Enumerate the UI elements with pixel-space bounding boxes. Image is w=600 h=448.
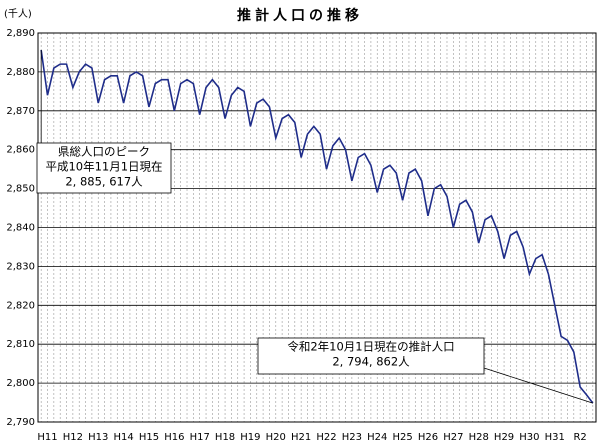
x-tick-label: H27 xyxy=(443,432,463,443)
x-tick-label: H29 xyxy=(494,432,514,443)
x-tick-label: H11 xyxy=(37,432,57,443)
x-tick-label: H13 xyxy=(88,432,108,443)
y-tick-label: 2,890 xyxy=(6,28,35,39)
x-tick-label: H14 xyxy=(113,432,133,443)
x-tick-label: H23 xyxy=(342,432,362,443)
x-tick-label: H17 xyxy=(190,432,210,443)
annotation-box xyxy=(257,337,485,375)
y-axis-label: (千人) xyxy=(4,8,32,20)
x-tick-label: H31 xyxy=(545,432,565,443)
y-tick-label: 2,830 xyxy=(6,261,35,272)
annotation-text: 令和2年10月1日現在の推計人口 xyxy=(287,340,454,354)
x-tick-label: H12 xyxy=(63,432,83,443)
x-tick-label: H30 xyxy=(519,432,539,443)
x-tick-label: H19 xyxy=(240,432,260,443)
y-tick-label: 2,790 xyxy=(6,417,35,428)
x-tick-label: H26 xyxy=(418,432,438,443)
y-tick-label: 2,840 xyxy=(6,223,35,234)
y-tick-label: 2,860 xyxy=(6,145,35,156)
y-tick-label: 2,800 xyxy=(6,378,35,389)
annotation-text: 平成10年11月1日現在 xyxy=(45,160,162,174)
y-tick-label: 2,820 xyxy=(6,300,35,311)
y-tick-label: 2,880 xyxy=(6,67,35,78)
x-tick-label: H25 xyxy=(392,432,412,443)
x-tick-label: H15 xyxy=(139,432,159,443)
annotation-text: 2, 885, 617人 xyxy=(65,175,143,189)
x-tick-label: R2 xyxy=(573,432,586,443)
plot xyxy=(40,49,594,404)
x-tick-label: H20 xyxy=(266,432,286,443)
chart-title: 推計人口の推移 xyxy=(237,7,363,24)
x-tick-label: H16 xyxy=(164,432,184,443)
x-tick-label: H22 xyxy=(316,432,336,443)
x-tick-label: H18 xyxy=(215,432,235,443)
plot-frame xyxy=(37,32,597,423)
annotation-box xyxy=(36,142,172,194)
x-tick-label: H21 xyxy=(291,432,311,443)
y-tick-label: 2,870 xyxy=(6,106,35,117)
y-tick-label: 2,850 xyxy=(6,184,35,195)
x-tick-label: H24 xyxy=(367,432,387,443)
annotation-text: 2, 794, 862人 xyxy=(332,355,410,369)
data-line xyxy=(40,49,594,404)
leader-line xyxy=(483,367,593,404)
y-tick-label: 2,810 xyxy=(6,339,35,350)
annotation-text: 県総人口のピーク xyxy=(58,145,150,159)
x-tick-label: H28 xyxy=(469,432,489,443)
